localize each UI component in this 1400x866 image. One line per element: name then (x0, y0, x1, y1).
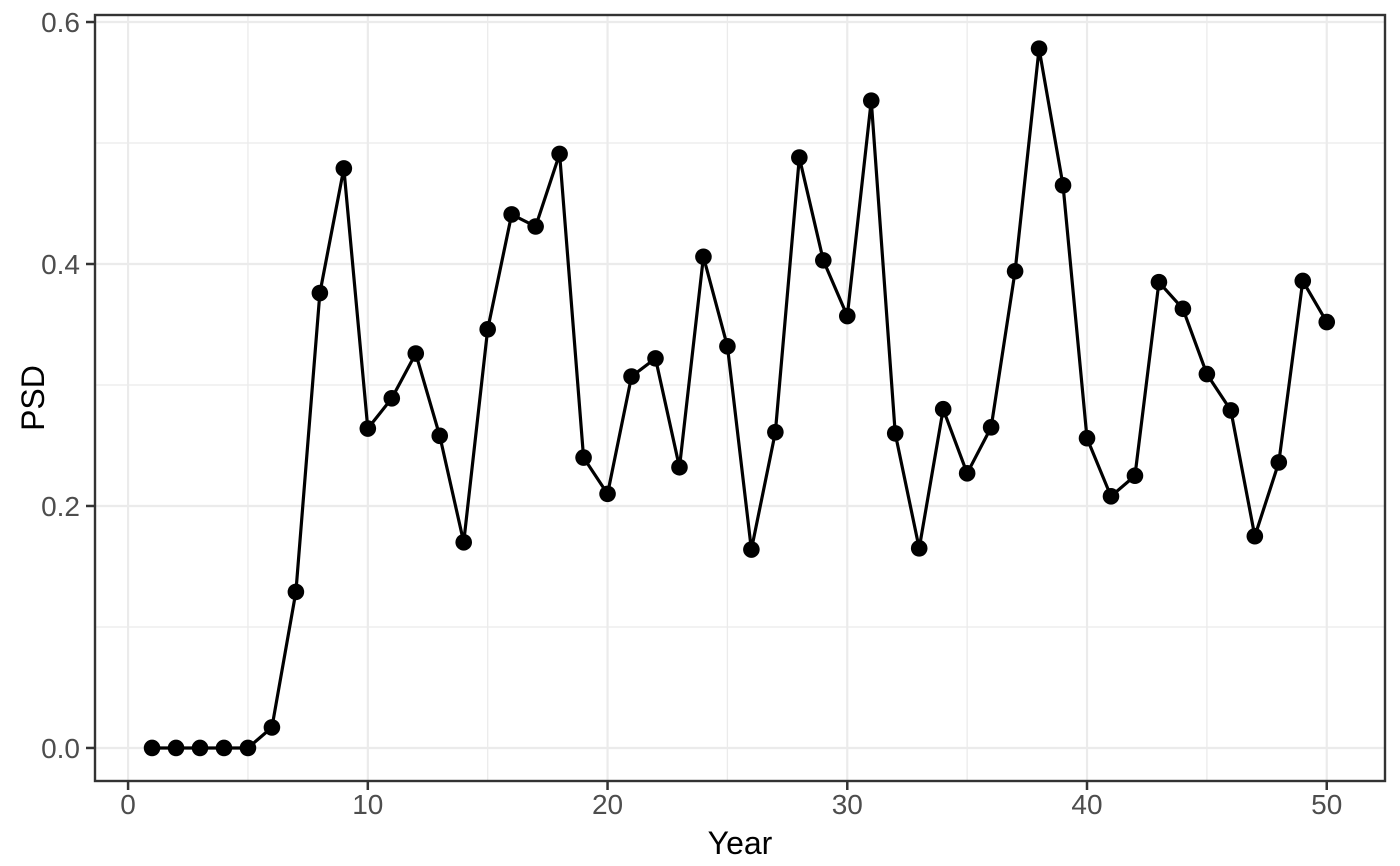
data-point (1126, 467, 1144, 485)
data-point (503, 206, 520, 223)
data-point (287, 583, 305, 601)
data-point (671, 458, 688, 476)
y-tick-label: 0.2 (41, 491, 80, 522)
data-point (335, 160, 353, 177)
y-tick-label: 0.6 (41, 7, 80, 38)
data-point (1270, 454, 1288, 471)
x-tick-label: 30 (832, 789, 863, 820)
data-point (767, 423, 784, 441)
data-point (263, 719, 281, 736)
data-point (383, 390, 401, 407)
data-point (1030, 40, 1048, 57)
x-tick-label: 50 (1311, 789, 1342, 820)
data-point (551, 145, 568, 163)
data-point (1318, 313, 1336, 331)
data-point (599, 485, 616, 503)
data-point (695, 248, 712, 266)
data-point (1078, 429, 1096, 447)
x-tick-label: 40 (1071, 789, 1102, 820)
x-tick-label: 0 (120, 789, 136, 820)
data-point (1006, 262, 1024, 280)
data-point (1102, 488, 1120, 505)
data-point (1174, 300, 1192, 318)
data-point (479, 321, 496, 338)
x-tick-label: 10 (352, 789, 383, 820)
data-point (838, 307, 856, 325)
x-axis-title: Year (707, 825, 773, 861)
data-point (791, 149, 808, 166)
data-point (1246, 527, 1264, 545)
data-point (527, 218, 544, 235)
panel-background (95, 15, 1385, 781)
data-point (1150, 273, 1168, 291)
data-point (1198, 365, 1216, 383)
data-point (815, 252, 832, 269)
x-tick-label: 20 (592, 789, 623, 820)
data-point (575, 449, 592, 466)
data-point (143, 739, 161, 757)
data-point (455, 533, 473, 551)
data-point (191, 739, 209, 757)
data-point (215, 739, 233, 757)
data-point (1294, 272, 1312, 290)
data-point (1054, 177, 1072, 194)
y-axis-title: PSD (15, 365, 51, 431)
y-tick-label: 0.0 (41, 733, 80, 764)
data-point (623, 368, 640, 385)
data-point (719, 337, 736, 355)
data-point (431, 427, 449, 445)
data-point (743, 541, 760, 558)
data-point (886, 425, 904, 442)
data-point (239, 739, 257, 757)
data-point (647, 350, 664, 367)
data-point (1222, 402, 1240, 419)
data-point (167, 739, 185, 757)
data-point (958, 465, 976, 482)
data-point (910, 540, 928, 557)
data-point (982, 419, 1000, 436)
data-point (862, 92, 880, 109)
data-point (311, 284, 329, 302)
data-point (934, 400, 952, 418)
data-point (407, 345, 425, 362)
y-tick-label: 0.4 (41, 249, 80, 280)
data-point (359, 420, 377, 437)
panel-border (93, 13, 1387, 783)
